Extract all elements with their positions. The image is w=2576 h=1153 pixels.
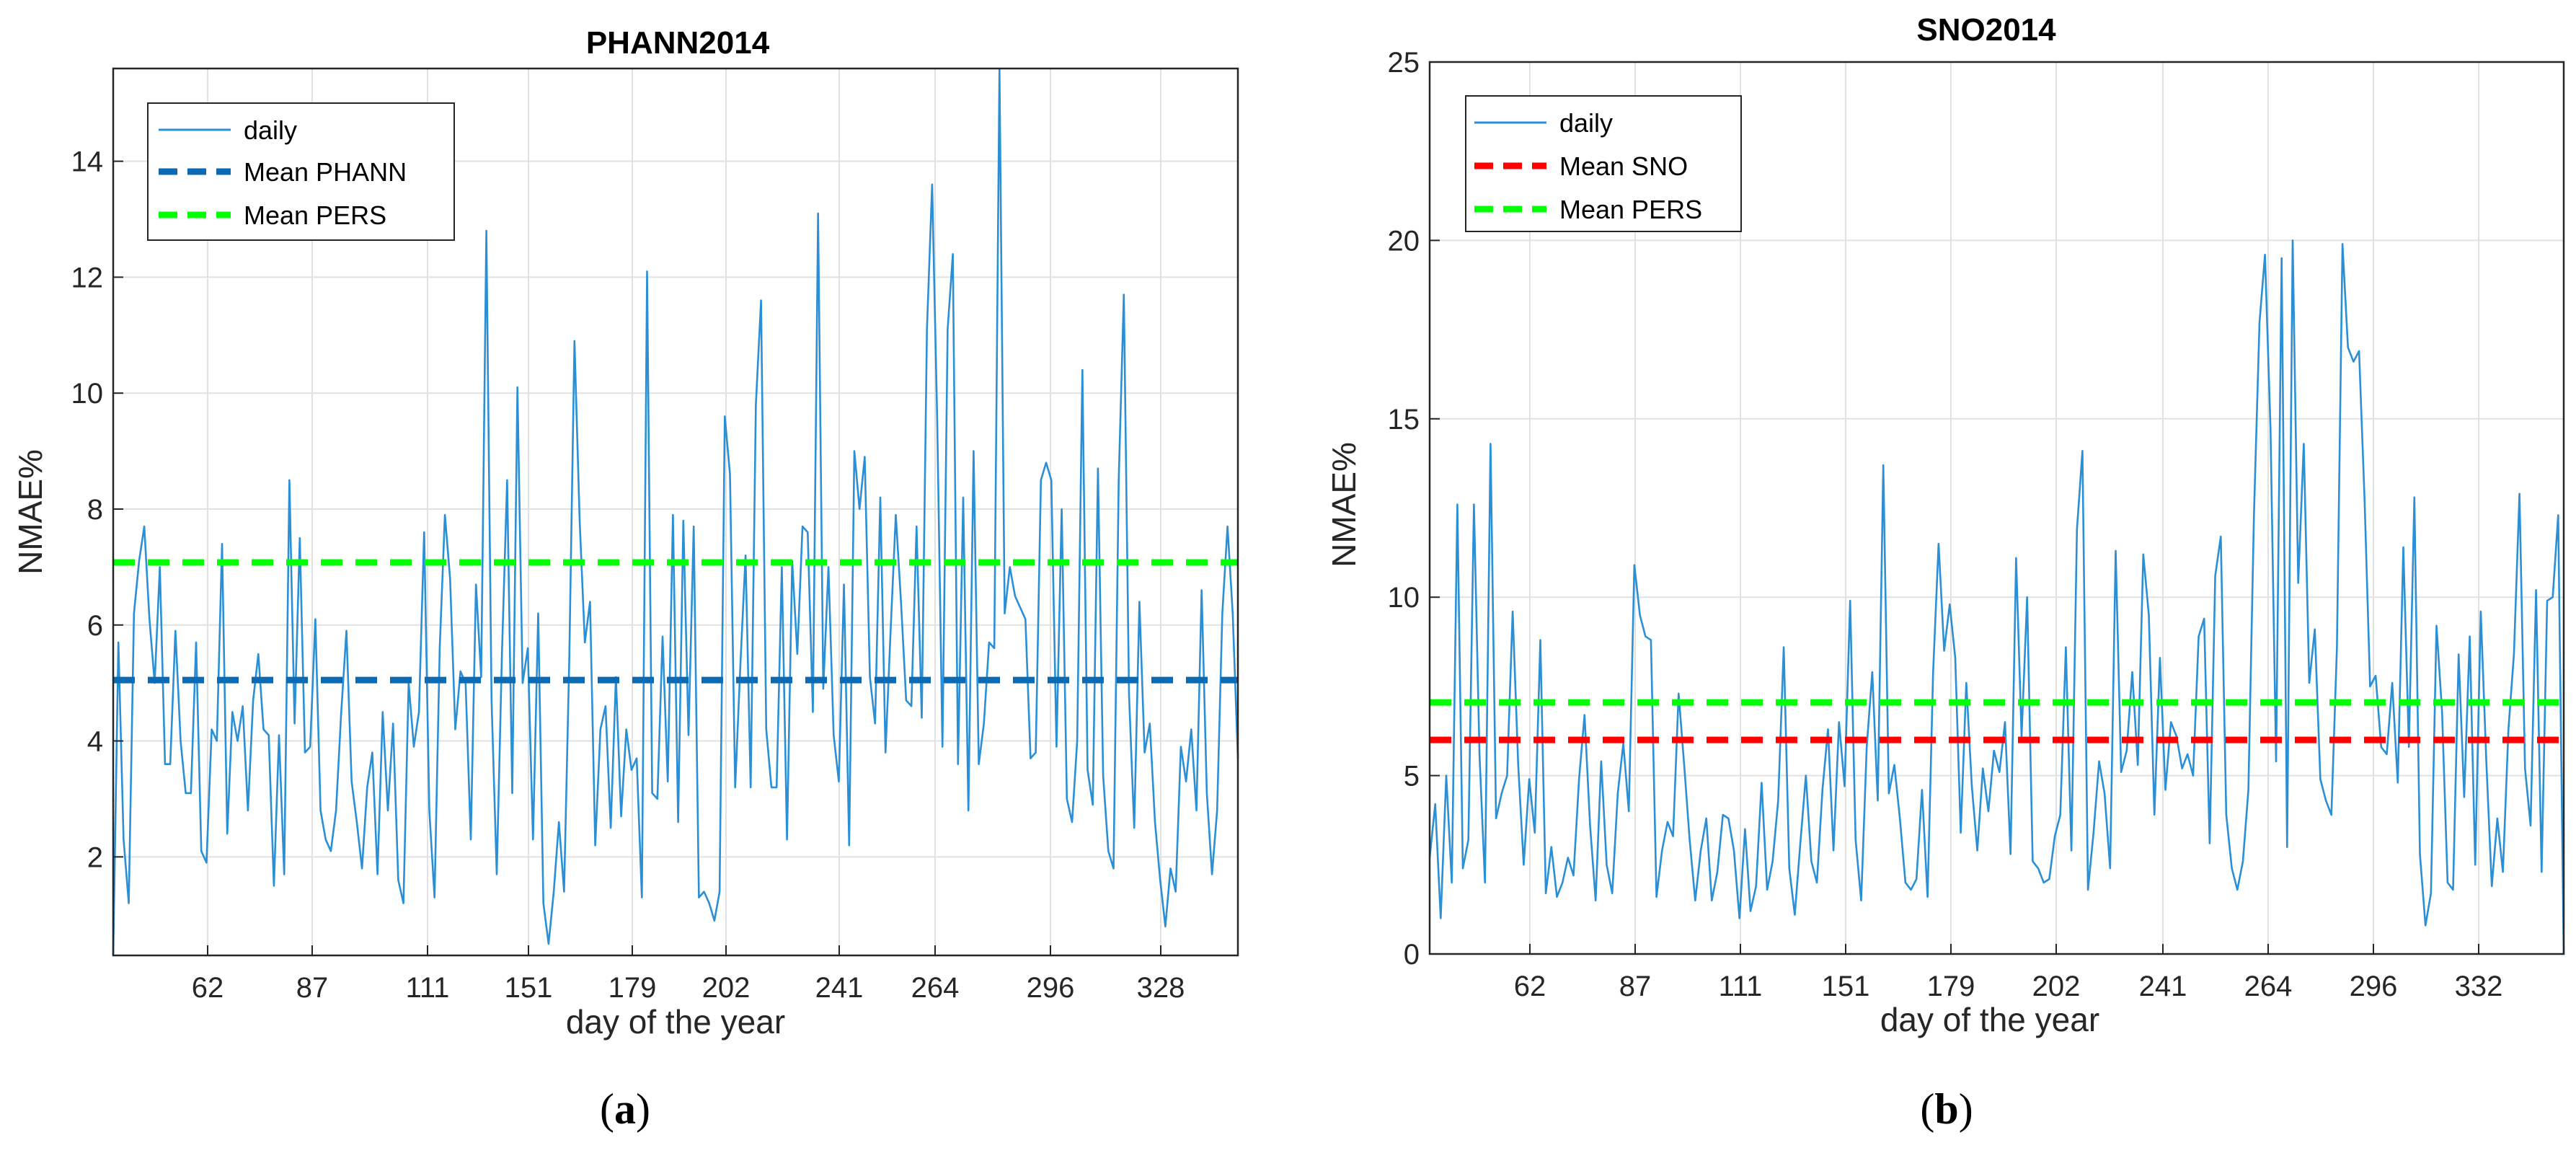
chart-a-xtick-label: 328	[1137, 972, 1185, 1004]
chart-a-x-ticks: 62 87 111 151 179 202 241 264 296 328	[192, 945, 1185, 1004]
chart-a-legend: daily Mean PHANN Mean PERS	[147, 102, 455, 241]
chart-a-xtick-label: 296	[1027, 972, 1075, 1004]
chart-b-ytick-label: 0	[1404, 939, 1420, 971]
panel-b-letter: b	[1934, 1085, 1958, 1133]
panel-a: PHANN2014 62 87 111 151 179 202 241 264 296 328 2…	[12, 25, 1239, 1133]
chart-b-x-ticks: 62 87 111 151 179 202 241 264 296 332	[1514, 944, 2503, 1002]
chart-a-xtick-label: 62	[192, 972, 224, 1004]
chart-b-ytick-label: 25	[1388, 47, 1420, 79]
chart-b-title: SNO2014	[1916, 12, 2056, 48]
legend-a-label-daily: daily	[244, 115, 297, 145]
chart-a-ytick-label: 8	[87, 494, 103, 526]
chart-b-ytick-label: 10	[1388, 582, 1420, 614]
chart-b-y-label: NMAE%	[1325, 442, 1363, 567]
chart-b-xtick-label: 111	[1719, 971, 1763, 1002]
chart-b-ytick-label: 5	[1404, 761, 1420, 792]
chart-a-xtick-label: 179	[608, 972, 657, 1004]
chart-b-xtick-label: 332	[2455, 971, 2503, 1002]
legend-b-label-mean-pers: Mean PERS	[1559, 195, 1702, 224]
chart-a-x-label: day of the year	[566, 1003, 785, 1041]
chart-a-xtick-label: 202	[702, 972, 751, 1004]
chart-a-xtick-label: 111	[406, 972, 450, 1004]
chart-b-axes-box	[1428, 61, 2565, 955]
chart-b-legend: daily Mean SNO Mean PERS	[1465, 95, 1742, 232]
chart-b-xtick-label: 241	[2139, 971, 2187, 1002]
chart-a-xtick-label: 151	[505, 972, 553, 1004]
legend-b-label-mean-sno: Mean SNO	[1559, 151, 1688, 181]
chart-a-ytick-label: 6	[87, 610, 103, 642]
chart-b-series-daily	[1428, 239, 2565, 955]
chart-b-ytick-label: 20	[1388, 225, 1420, 257]
legend-b-label-daily: daily	[1559, 108, 1613, 138]
chart-a-ytick-label: 14	[71, 146, 104, 178]
panel-a-letter: a	[614, 1085, 636, 1133]
chart-a-ytick-label: 2	[87, 841, 103, 873]
chart-b-xtick-label: 264	[2244, 971, 2293, 1002]
chart-a-series	[112, 67, 1239, 956]
chart-b-x-label: day of the year	[1880, 1001, 2099, 1038]
chart-b-xtick-label: 296	[2350, 971, 2398, 1002]
chart-a-ytick-label: 10	[71, 378, 104, 410]
chart-b-xtick-label: 62	[1514, 971, 1546, 1002]
chart-b-xtick-label: 179	[1927, 971, 1975, 1002]
chart-a-series-daily	[112, 67, 1239, 956]
chart-a-y-ticks: 2 4 6 8 10 12 14	[71, 146, 123, 873]
chart-a-title: PHANN2014	[586, 25, 770, 61]
chart-a-ytick-label: 12	[71, 262, 104, 293]
panel-b-caption: (b)	[1920, 1085, 1973, 1133]
chart-a-xtick-label: 241	[815, 972, 864, 1004]
legend-a-label-mean-phann: Mean PHANN	[244, 157, 407, 187]
chart-b-xtick-label: 202	[2032, 971, 2081, 1002]
chart-b-series	[1428, 239, 2565, 955]
chart-a-ytick-label: 4	[87, 726, 103, 758]
chart-b-xtick-label: 87	[1619, 971, 1652, 1002]
panel-a-caption: (a)	[600, 1085, 650, 1133]
panel-b: SNO2014 62 87 111 151 179 202 241 264 296 332 0 5 1…	[1325, 12, 2565, 1133]
chart-a-y-label: NMAE%	[12, 449, 49, 575]
chart-b-xtick-label: 151	[1822, 971, 1870, 1002]
chart-a-xtick-label: 87	[296, 972, 329, 1004]
chart-b-y-ticks: 0 5 10 15 20 25	[1388, 47, 1440, 971]
legend-a-label-mean-pers: Mean PERS	[244, 200, 386, 230]
chart-b-ytick-label: 15	[1388, 404, 1420, 436]
chart-a-xtick-label: 264	[911, 972, 960, 1004]
chart-a-axes-box	[112, 67, 1239, 957]
